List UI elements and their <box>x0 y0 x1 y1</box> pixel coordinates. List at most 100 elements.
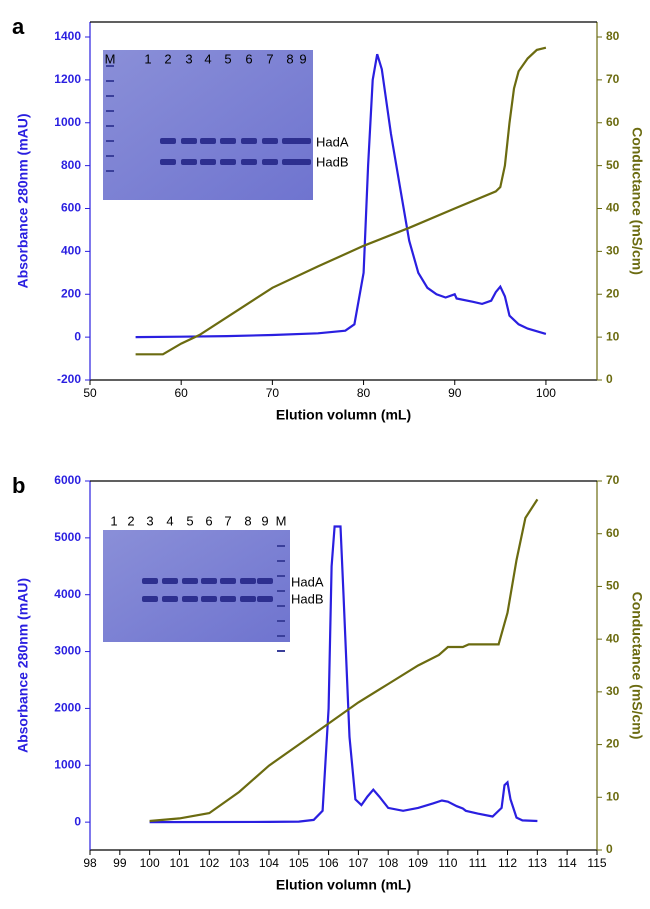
gel-band <box>282 138 298 144</box>
gel-band <box>220 578 236 584</box>
gel-marker-band <box>106 65 114 67</box>
x-tick-label: 98 <box>83 856 97 870</box>
gel-image <box>103 50 313 200</box>
gel-lane-label: 2 <box>127 513 134 528</box>
y-tick-label: 200 <box>61 286 81 300</box>
y2-tick-label: 40 <box>606 631 620 645</box>
y-axis-label: Absorbance 280nm (mAU) <box>15 578 31 753</box>
x-tick-label: 99 <box>113 856 127 870</box>
y-tick-label: 1000 <box>54 757 81 771</box>
gel-lane-label: 9 <box>299 51 306 66</box>
x-tick-label: 103 <box>229 856 249 870</box>
y-tick-label: 1400 <box>54 29 81 43</box>
x-tick-label: 100 <box>140 856 160 870</box>
x-tick-label: 112 <box>498 856 517 870</box>
gel-lane-label: 5 <box>186 513 193 528</box>
y2-tick-label: 10 <box>606 789 620 803</box>
x-tick-label: 60 <box>175 386 189 400</box>
gel-marker-band <box>277 620 285 622</box>
gel-band <box>160 138 176 144</box>
y-tick-label: -200 <box>57 372 81 386</box>
gel-lane-label: 8 <box>244 513 251 528</box>
gel-band <box>262 138 278 144</box>
x-tick-label: 80 <box>357 386 371 400</box>
x-tick-label: 104 <box>259 856 279 870</box>
gel-marker-band <box>277 605 285 607</box>
gel-band <box>241 138 257 144</box>
y-tick-label: 3000 <box>54 644 81 658</box>
gel-marker-band <box>106 140 114 142</box>
gel-lane-label: M <box>276 513 287 528</box>
gel-marker-band <box>106 95 114 97</box>
gel-lane-label: 3 <box>146 513 153 528</box>
gel-band <box>295 159 311 165</box>
y2-tick-label: 30 <box>606 684 620 698</box>
y2-tick-label: 80 <box>606 29 620 43</box>
y-tick-label: 6000 <box>54 473 81 487</box>
x-tick-label: 108 <box>378 856 398 870</box>
gel-marker-band <box>106 125 114 127</box>
gel-band <box>142 596 158 602</box>
gel-band <box>160 159 176 165</box>
gel-band <box>295 138 311 144</box>
y2-tick-label: 50 <box>606 158 620 172</box>
data-line <box>149 525 538 824</box>
gel-marker-band <box>277 560 285 562</box>
gel-band <box>240 596 256 602</box>
y2-tick-label: 20 <box>606 286 620 300</box>
gel-band <box>200 159 216 165</box>
gel-band-label: HadA <box>316 134 349 149</box>
gel-band <box>142 578 158 584</box>
gel-marker-band <box>106 155 114 157</box>
y-tick-label: 2000 <box>54 701 81 715</box>
gel-lane-label: M <box>105 51 116 66</box>
gel-marker-band <box>277 635 285 637</box>
x-tick-label: 114 <box>558 856 577 870</box>
gel-band <box>200 138 216 144</box>
y2-tick-label: 60 <box>606 526 620 540</box>
gel-lane-label: 6 <box>205 513 212 528</box>
gel-lane-label: 7 <box>266 51 273 66</box>
x-tick-label: 111 <box>469 856 488 870</box>
gel-lane-label: 8 <box>286 51 293 66</box>
y-tick-label: 1200 <box>54 72 81 86</box>
gel-band <box>282 159 298 165</box>
y2-tick-label: 30 <box>606 244 620 258</box>
y2-tick-label: 10 <box>606 329 620 343</box>
x-axis-label: Elution volumn (mL) <box>276 877 411 893</box>
gel-band <box>162 596 178 602</box>
data-line <box>149 498 539 823</box>
gel-lane-label: 1 <box>110 513 117 528</box>
gel-lane-label: 6 <box>245 51 252 66</box>
gel-marker-band <box>277 575 285 577</box>
y-tick-label: 400 <box>61 244 81 258</box>
gel-marker-band <box>277 590 285 592</box>
gel-band <box>182 578 198 584</box>
data-line <box>135 46 547 356</box>
y2-tick-label: 0 <box>606 842 613 856</box>
gel-band-label: HadA <box>291 574 324 589</box>
y2-axis-label: Conductance (mS/cm) <box>629 592 645 740</box>
x-tick-label: 70 <box>266 386 280 400</box>
gel-lane-label: 7 <box>224 513 231 528</box>
gel-image <box>103 530 290 642</box>
x-tick-label: 115 <box>587 856 606 870</box>
x-tick-label: 106 <box>319 856 339 870</box>
gel-band-label: HadB <box>291 591 324 606</box>
y2-tick-label: 20 <box>606 737 620 751</box>
gel-band <box>257 578 273 584</box>
gel-band <box>220 159 236 165</box>
y-axis-label: Absorbance 280nm (mAU) <box>15 113 31 288</box>
gel-lane-label: 5 <box>224 51 231 66</box>
y-tick-label: 1000 <box>54 115 81 129</box>
y2-axis-label: Conductance (mS/cm) <box>629 127 645 275</box>
gel-lane-label: 4 <box>204 51 211 66</box>
gel-band <box>241 159 257 165</box>
gel-band <box>240 578 256 584</box>
gel-band <box>181 159 197 165</box>
x-axis-label: Elution volumn (mL) <box>276 407 411 423</box>
x-tick-label: 109 <box>408 856 428 870</box>
panel-label: b <box>12 473 25 498</box>
x-tick-label: 90 <box>448 386 462 400</box>
